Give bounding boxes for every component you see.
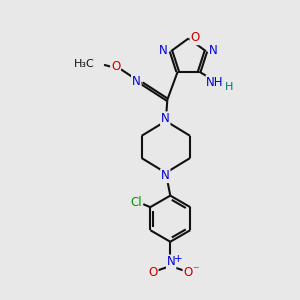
Text: N: N: [161, 112, 170, 125]
Text: N: N: [209, 44, 218, 57]
Text: O: O: [111, 60, 120, 73]
Text: NH: NH: [206, 76, 224, 88]
Text: ⁻: ⁻: [192, 264, 199, 277]
Text: H₃C: H₃C: [74, 59, 94, 69]
Text: +: +: [174, 254, 183, 264]
Text: Cl: Cl: [130, 196, 142, 208]
Text: O: O: [190, 32, 200, 44]
Text: N: N: [132, 75, 141, 88]
Text: O: O: [148, 266, 158, 279]
Text: N: N: [161, 169, 170, 182]
Text: O: O: [183, 266, 193, 279]
Text: methoxy: methoxy: [88, 64, 94, 65]
Text: H: H: [225, 82, 233, 92]
Text: N: N: [159, 44, 168, 57]
Text: N: N: [167, 255, 176, 268]
